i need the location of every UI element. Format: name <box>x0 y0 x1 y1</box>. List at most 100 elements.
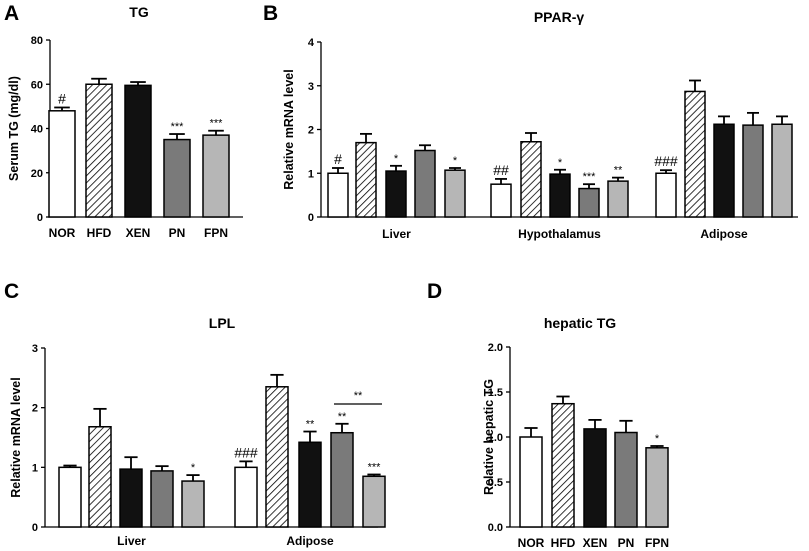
chart-panel-b: PPAR-γ Relative mRNA level 0 1 2 3 4 # * * Liver ##… <box>282 9 798 241</box>
y-axis-label: Serum TG (mg/dl) <box>7 76 21 181</box>
y-tick-label: 1 <box>32 462 38 474</box>
bar-hfd <box>551 402 575 528</box>
y-tick-label: 0 <box>308 212 314 224</box>
panel-label-a: A <box>4 2 19 25</box>
bar-fpn <box>202 134 230 218</box>
x-tick-label: PN <box>169 226 186 240</box>
y-tick-label: 3 <box>32 343 38 355</box>
bar-xen <box>549 173 571 218</box>
bar-pn <box>163 138 191 218</box>
bar-hfd <box>520 141 542 218</box>
chart-title: LPL <box>209 315 236 331</box>
panel-label-b: B <box>263 2 278 25</box>
y-axis-label: Relative hepatic TG <box>482 379 496 495</box>
bar-pn <box>578 187 600 218</box>
bar-hfd <box>355 141 377 218</box>
bar-hfd <box>85 83 113 218</box>
x-tick-label: FPN <box>645 536 669 550</box>
bar-xen <box>119 468 143 528</box>
significance-label: ### <box>654 153 678 169</box>
chart-panel-d: hepatic TG Relative hepatic TG 0.0 0.5 1.0 1.… <box>482 315 669 550</box>
y-tick-label: 0 <box>32 522 38 534</box>
bar-nor <box>48 110 76 218</box>
y-tick-label: 1 <box>308 168 314 180</box>
bar-nor <box>655 172 677 218</box>
bar-pn <box>330 431 354 528</box>
bar-fpn <box>771 123 793 218</box>
x-tick-label: HFD <box>551 536 576 550</box>
significance-label: *** <box>210 118 224 130</box>
chart-panel-a: TG Serum TG (mg/dl) 0 20 40 60 80 # *** *** NOR HFD… <box>7 4 243 240</box>
significance-label: * <box>655 433 660 445</box>
significance-label: # <box>334 151 342 167</box>
group-label: Adipose <box>700 227 748 241</box>
y-tick-label: 40 <box>31 124 43 136</box>
y-tick-label: 60 <box>31 79 43 91</box>
significance-label: ** <box>306 419 315 431</box>
bar-pn <box>150 470 174 528</box>
x-tick-label: XEN <box>583 536 608 550</box>
significance-label: ** <box>614 165 623 177</box>
significance-label: *** <box>368 461 382 473</box>
significance-label: *** <box>583 171 597 183</box>
chart-title: TG <box>129 4 149 20</box>
bar-fpn <box>645 447 669 528</box>
y-tick-label: 4 <box>308 37 315 49</box>
significance-label: ### <box>234 444 258 460</box>
group-label: Liver <box>117 534 146 548</box>
panel-label-c: C <box>4 280 19 303</box>
x-tick-label: NOR <box>49 226 76 240</box>
y-axis-label: Relative mRNA level <box>9 377 23 497</box>
bar-xen <box>124 84 152 218</box>
bar-fpn <box>444 169 466 218</box>
y-tick-label: 0 <box>37 212 43 224</box>
bracket-label: ** <box>354 390 363 402</box>
group-label: Hypothalamus <box>518 227 601 241</box>
significance-label: *** <box>171 121 185 133</box>
bar-nor <box>234 466 258 528</box>
bar-pn <box>614 431 638 528</box>
bar-nor <box>519 436 543 528</box>
y-tick-label: 0.5 <box>488 477 503 489</box>
chart-title: PPAR-γ <box>534 9 585 25</box>
group-label: Adipose <box>286 534 334 548</box>
bar-hfd <box>265 386 289 528</box>
x-tick-label: HFD <box>87 226 112 240</box>
x-tick-label: FPN <box>204 226 228 240</box>
bar-xen <box>713 123 735 218</box>
y-tick-label: 2 <box>32 403 38 415</box>
x-tick-label: XEN <box>126 226 151 240</box>
bar-fpn <box>362 475 386 528</box>
bar-nor <box>58 466 82 528</box>
y-tick-label: 0.0 <box>488 522 503 534</box>
chart-title: hepatic TG <box>544 315 616 331</box>
significance-label: * <box>191 462 196 474</box>
bar-xen <box>583 428 607 528</box>
x-tick-label: PN <box>618 536 635 550</box>
significance-label: # <box>58 90 66 106</box>
y-tick-label: 3 <box>308 81 314 93</box>
bar-fpn <box>607 180 629 218</box>
bar-nor <box>490 183 512 218</box>
group-label: Liver <box>382 227 411 241</box>
y-tick-label: 1.0 <box>488 432 503 444</box>
bar-pn <box>414 149 436 218</box>
y-tick-label: 2.0 <box>488 342 503 354</box>
y-tick-label: 2 <box>308 125 314 137</box>
bar-hfd <box>88 426 112 528</box>
panel-label-d: D <box>427 280 442 303</box>
y-axis-label: Relative mRNA level <box>282 69 296 189</box>
bar-pn <box>742 124 764 218</box>
significance-label: ** <box>338 411 347 423</box>
bar-xen <box>298 441 322 528</box>
bar-fpn <box>181 480 205 528</box>
bar-nor <box>327 172 349 218</box>
significance-label: * <box>453 155 458 167</box>
bar-hfd <box>684 90 706 218</box>
y-tick-label: 20 <box>31 168 43 180</box>
y-tick-label: 80 <box>31 35 43 47</box>
x-tick-label: NOR <box>518 536 545 550</box>
bar-xen <box>385 170 407 218</box>
